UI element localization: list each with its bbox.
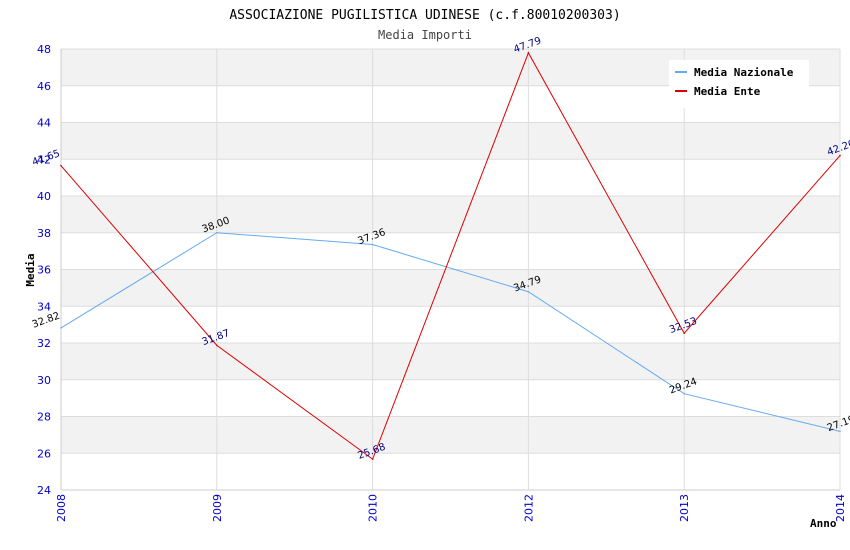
data-point bbox=[683, 332, 685, 335]
grid-band bbox=[61, 416, 840, 454]
axes bbox=[60, 49, 840, 491]
y-tick-label: 44 bbox=[37, 117, 51, 130]
legend: Media Nazionale Media Ente bbox=[669, 60, 809, 108]
y-tick-label: 28 bbox=[37, 411, 51, 424]
y-tick-label: 26 bbox=[37, 447, 51, 460]
y-tick-label: 30 bbox=[37, 374, 51, 387]
data-label: 32.53 bbox=[668, 316, 699, 336]
x-tick-label: 2008 bbox=[55, 494, 68, 522]
legend-label: Media Ente bbox=[694, 85, 761, 98]
grid-lines bbox=[60, 48, 841, 491]
x-tick-label: 2014 bbox=[834, 494, 847, 522]
chart-subtitle: Media Importi bbox=[378, 28, 472, 42]
series-lines bbox=[60, 51, 841, 460]
legend-label: Media Nazionale bbox=[694, 66, 794, 79]
data-point bbox=[371, 458, 374, 460]
x-tick-label: 2009 bbox=[211, 494, 224, 522]
grid-band bbox=[61, 196, 840, 233]
y-tick-labels: 24 26 28 30 32 34 36 38 40 42 44 46 48 bbox=[37, 43, 51, 497]
grid-band bbox=[61, 269, 840, 307]
y-tick-label: 24 bbox=[37, 484, 51, 497]
y-tick-label: 40 bbox=[37, 190, 51, 203]
data-label: 32.82 bbox=[31, 311, 62, 331]
x-tick-labels: 2008 2009 2010 2012 2013 2014 bbox=[55, 494, 847, 522]
data-point bbox=[60, 327, 62, 329]
data-point bbox=[216, 231, 218, 234]
data-point bbox=[683, 392, 685, 395]
chart-title: ASSOCIAZIONE PUGILISTICA UDINESE (c.f.80… bbox=[229, 8, 620, 23]
grid-bands bbox=[61, 49, 840, 454]
x-tick-label: 2010 bbox=[367, 494, 380, 522]
data-point bbox=[60, 164, 62, 167]
grid-band bbox=[61, 122, 840, 160]
data-point bbox=[839, 430, 841, 433]
grid-band bbox=[61, 343, 840, 380]
y-tick-label: 32 bbox=[37, 337, 51, 350]
y-tick-label: 46 bbox=[37, 80, 51, 93]
series-line bbox=[60, 232, 841, 432]
y-tick-label: 48 bbox=[37, 43, 51, 56]
data-point bbox=[216, 344, 218, 347]
legend-box bbox=[669, 60, 809, 108]
x-tick-label: 2012 bbox=[522, 494, 535, 522]
y-axis-label: Media bbox=[24, 253, 37, 286]
data-point bbox=[527, 52, 530, 54]
data-point bbox=[527, 290, 530, 293]
y-tick-label: 36 bbox=[37, 264, 51, 277]
y-tick-label: 38 bbox=[37, 227, 51, 240]
series-line bbox=[60, 51, 841, 460]
x-axis-label: Anno bbox=[810, 517, 837, 530]
y-tick-label: 42 bbox=[37, 153, 51, 166]
y-tick-label: 34 bbox=[37, 300, 51, 313]
data-point bbox=[839, 154, 841, 157]
data-point bbox=[371, 243, 374, 246]
x-tick-label: 2013 bbox=[678, 494, 691, 522]
